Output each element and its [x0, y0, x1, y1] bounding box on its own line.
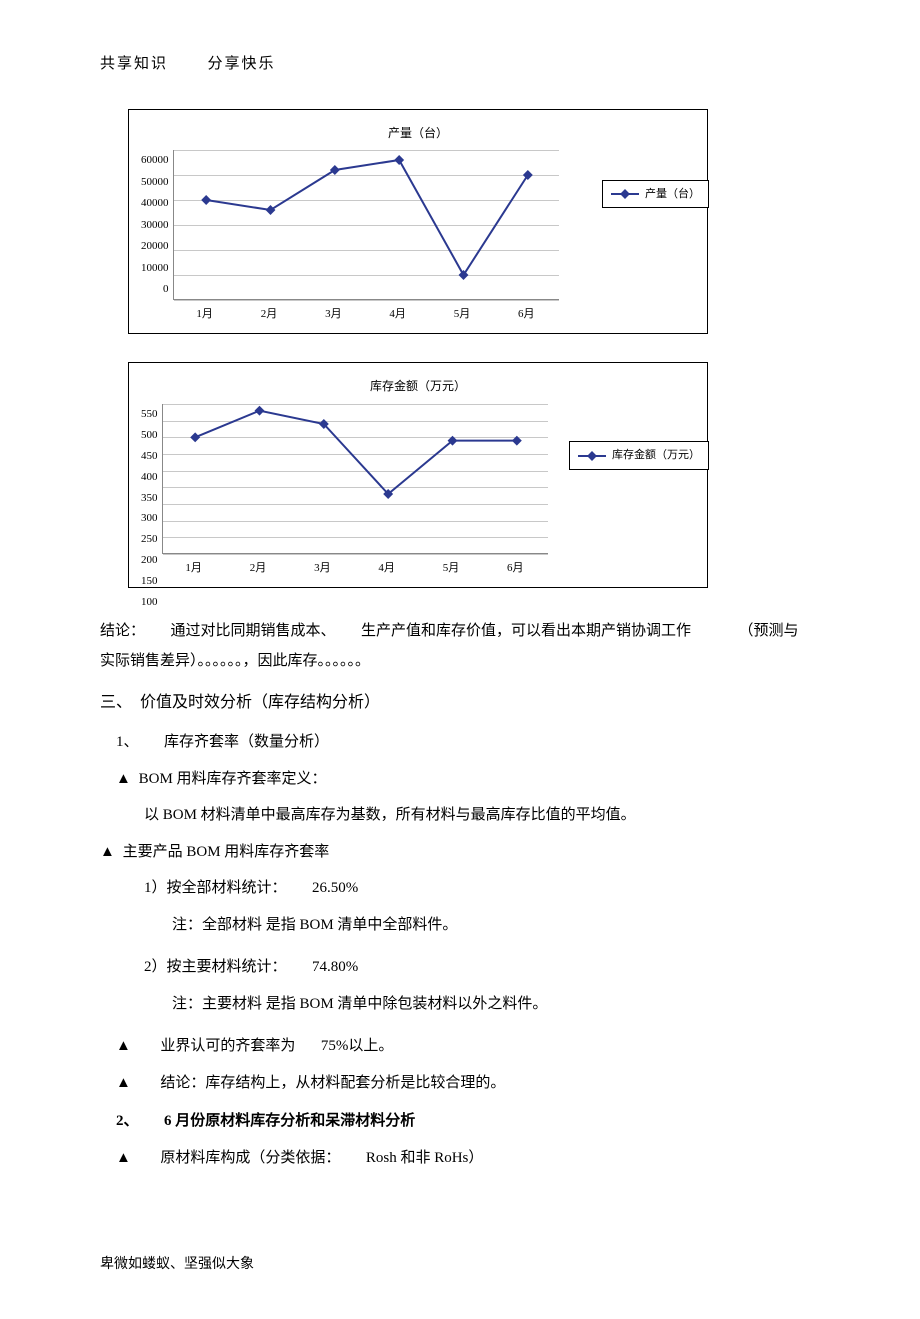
- p9: 结论：库存结构上，从材料配套分析是比较合理的。: [160, 1075, 505, 1091]
- ytick: 400: [141, 467, 158, 488]
- ytick: 250: [141, 529, 158, 550]
- chart-inventory: 库存金额（万元） 550500450400350300250200150100 …: [128, 362, 708, 588]
- ytick: 60000: [141, 150, 169, 171]
- ytick: 350: [141, 488, 158, 509]
- chart2-yaxis: 550500450400350300250200150100: [141, 404, 162, 554]
- ytick: 550: [141, 404, 158, 425]
- conclusion-para: 结论： 通过对比同期销售成本、 生产产值和库存价值，可以看出本期产销协调工作 （…: [100, 616, 820, 676]
- chart1-yaxis: 6000050000400003000020000100000: [141, 150, 173, 300]
- ytick: 500: [141, 425, 158, 446]
- xtick: 1月: [173, 304, 237, 325]
- xtick: 3月: [290, 558, 354, 579]
- ytick: 300: [141, 508, 158, 529]
- chart2-plot: [162, 404, 548, 554]
- conclusion-1a: 结论：: [100, 623, 145, 639]
- chart1-plot: [173, 150, 559, 300]
- sub2-num: 2、: [116, 1113, 139, 1129]
- p-bom-def-body: 以 BOM 材料清单中最高库存为基数，所有材料与最高库存比值的平均值。: [144, 801, 820, 830]
- header-left: 共享知识: [100, 56, 168, 72]
- chart2-xaxis: 1月2月3月4月5月6月: [162, 558, 548, 579]
- ytick: 30000: [141, 215, 169, 236]
- chart2-legend-label: 库存金额（万元）: [612, 445, 700, 466]
- chart1-xaxis: 1月2月3月4月5月6月: [173, 304, 559, 325]
- page-header: 共享知识 分享快乐: [100, 50, 820, 79]
- section3-sub1: 1、 库存齐套率（数量分析）: [116, 728, 820, 757]
- chart-production: 产量（台） 6000050000400003000020000100000 1月…: [128, 109, 708, 335]
- xtick: 1月: [162, 558, 226, 579]
- sub2-title: 6 月份原材料库存分析和呆滞材料分析: [164, 1113, 415, 1129]
- legend-marker-icon: [578, 455, 606, 457]
- p-bom-def: BOM 用料库存齐套率定义：: [116, 765, 820, 794]
- p-stat2: 2）按主要材料统计： 74.80%: [144, 953, 820, 982]
- chart2-legend: 库存金额（万元）: [569, 441, 709, 470]
- header-right: 分享快乐: [208, 56, 276, 72]
- page-footer: 卑微如蝼蚁、坚强似大象: [100, 1252, 820, 1279]
- p-main-bom: 主要产品 BOM 用料库存齐套率: [100, 838, 820, 867]
- ytick: 450: [141, 446, 158, 467]
- p-industry: 业界认可的齐套率为 75%以上。: [116, 1032, 820, 1061]
- ytick: 200: [141, 550, 158, 571]
- p8b: 75%以上。: [321, 1038, 394, 1054]
- p-stat1: 1）按全部材料统计： 26.50%: [144, 874, 820, 903]
- ytick: 100: [141, 592, 158, 613]
- ytick: 20000: [141, 236, 169, 257]
- ytick: 0: [163, 279, 169, 300]
- chart1-legend: 产量（台）: [602, 180, 709, 209]
- p8a: 业界认可的齐套率为: [160, 1038, 295, 1054]
- section3-title: 三、 价值及时效分析（库存结构分析）: [100, 688, 820, 718]
- chart2-title: 库存金额（万元）: [141, 375, 695, 398]
- ytick: 50000: [141, 172, 169, 193]
- xtick: 4月: [365, 304, 429, 325]
- sub1-num: 1、: [116, 734, 139, 750]
- p6b: 74.80%: [312, 959, 358, 975]
- xtick: 6月: [483, 558, 547, 579]
- p3-text: 主要产品 BOM 用料库存齐套率: [123, 844, 330, 860]
- xtick: 5月: [419, 558, 483, 579]
- conclusion-1d: （预测与: [739, 623, 799, 639]
- conclusion-1c: 生产产值和库存价值，可以看出本期产销协调工作: [361, 623, 691, 639]
- p4b: 26.50%: [312, 880, 358, 896]
- p10a: 原材料库构成（分类依据：: [160, 1150, 340, 1166]
- conclusion-1b: 通过对比同期销售成本、: [171, 623, 336, 639]
- ytick: 10000: [141, 258, 169, 279]
- xtick: 2月: [226, 558, 290, 579]
- sub1-title: 库存齐套率（数量分析）: [164, 734, 329, 750]
- p-raw-material: 原材料库构成（分类依据： Rosh 和非 RoHs）: [116, 1144, 820, 1173]
- p1-text: BOM 用料库存齐套率定义：: [139, 771, 327, 787]
- xtick: 3月: [301, 304, 365, 325]
- xtick: 2月: [237, 304, 301, 325]
- xtick: 6月: [494, 304, 558, 325]
- p6a: 2）按主要材料统计：: [144, 959, 287, 975]
- section3-sub2: 2、 6 月份原材料库存分析和呆滞材料分析: [116, 1107, 820, 1136]
- legend-marker-icon: [611, 193, 639, 195]
- p10b: Rosh 和非 RoHs）: [366, 1150, 484, 1166]
- conclusion-2: 实际销售差异）。。。。。。，因此库存。。。。。。: [100, 653, 370, 669]
- p-note2: 注：主要材料 是指 BOM 清单中除包装材料以外之料件。: [172, 990, 820, 1019]
- xtick: 5月: [430, 304, 494, 325]
- p-note1: 注：全部材料 是指 BOM 清单中全部料件。: [172, 911, 820, 940]
- p-conclusion: 结论：库存结构上，从材料配套分析是比较合理的。: [116, 1069, 820, 1098]
- chart1-title: 产量（台）: [141, 122, 695, 145]
- ytick: 40000: [141, 193, 169, 214]
- ytick: 150: [141, 571, 158, 592]
- xtick: 4月: [354, 558, 418, 579]
- p4a: 1）按全部材料统计：: [144, 880, 287, 896]
- chart1-legend-label: 产量（台）: [645, 184, 700, 205]
